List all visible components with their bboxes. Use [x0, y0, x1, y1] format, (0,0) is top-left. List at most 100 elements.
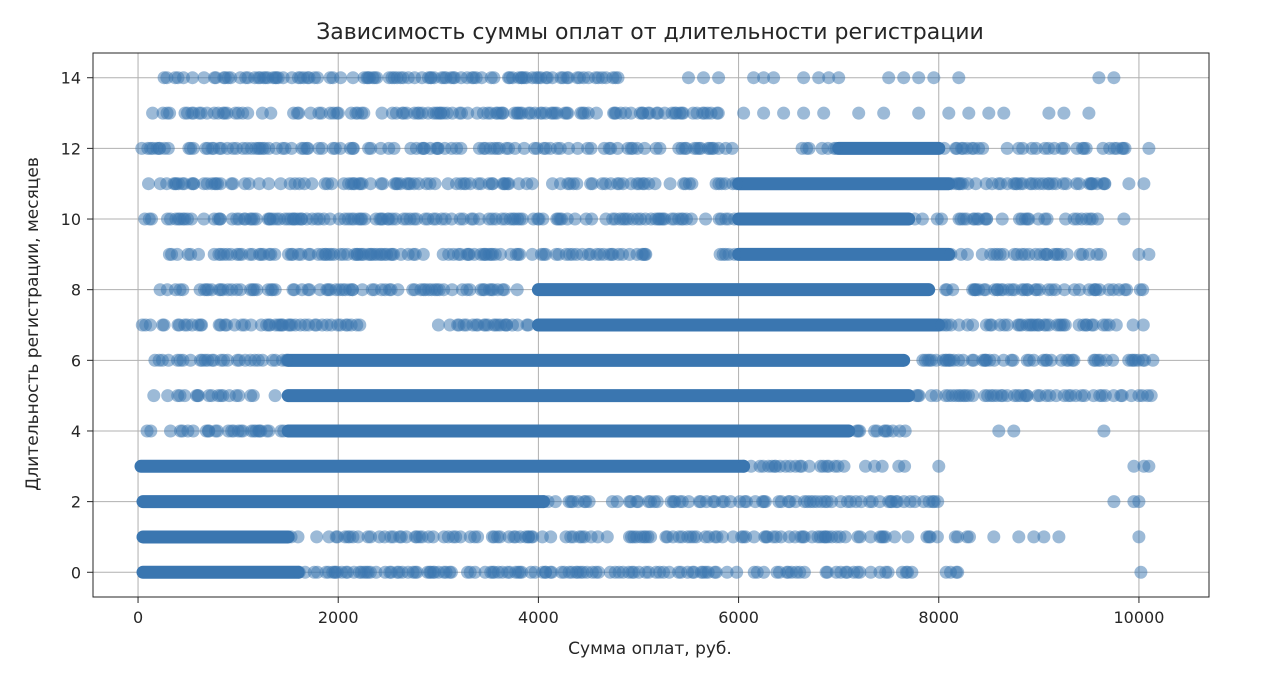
data-point — [1132, 530, 1146, 544]
data-point — [935, 212, 948, 226]
data-point — [758, 495, 772, 509]
data-point — [716, 530, 729, 544]
data-point — [682, 495, 696, 509]
data-point — [1078, 389, 1091, 403]
data-point — [346, 71, 360, 85]
data-point — [684, 212, 698, 226]
data-point — [387, 141, 401, 155]
data-point — [510, 283, 524, 297]
data-point — [157, 318, 171, 332]
data-point — [355, 283, 369, 297]
x-tick-label: 0 — [133, 608, 143, 627]
data-point — [951, 565, 965, 579]
data-point — [197, 212, 211, 226]
data-point — [178, 389, 192, 403]
data-point — [515, 565, 529, 579]
data-point — [930, 530, 944, 544]
data-point — [728, 247, 742, 261]
data-point — [1072, 283, 1086, 297]
data-point — [364, 141, 378, 155]
data-point — [511, 318, 525, 332]
data-point — [1120, 283, 1134, 297]
data-point — [353, 318, 367, 332]
data-point — [820, 565, 834, 579]
data-point — [1057, 106, 1071, 120]
data-point — [226, 177, 240, 191]
data-point — [494, 247, 507, 261]
data-point — [927, 71, 941, 85]
data-point — [345, 283, 359, 297]
data-point — [468, 565, 482, 579]
data-point — [822, 71, 836, 85]
y-tick-label: 6 — [71, 351, 81, 370]
data-point — [1093, 283, 1107, 297]
x-tick-label: 8000 — [918, 608, 959, 627]
data-point — [311, 71, 324, 85]
data-point — [956, 353, 970, 367]
data-point — [864, 530, 878, 544]
data-point — [1022, 212, 1036, 226]
data-point — [285, 141, 298, 155]
data-point — [1027, 353, 1041, 367]
data-point — [873, 495, 887, 509]
data-point — [301, 141, 315, 155]
data-point — [589, 106, 603, 120]
data-point — [197, 71, 211, 85]
data-point — [1142, 141, 1156, 155]
data-point — [944, 247, 958, 261]
data-point — [375, 106, 389, 120]
y-axis-label: Длительность регистрации, месяцев — [23, 157, 43, 491]
data-point — [611, 141, 624, 155]
data-point — [570, 177, 584, 191]
data-point — [1091, 212, 1104, 226]
data-point — [853, 530, 867, 544]
data-point — [585, 212, 599, 226]
data-point — [162, 353, 175, 367]
data-point — [334, 71, 348, 85]
data-point — [967, 353, 981, 367]
data-point — [325, 177, 339, 191]
data-point — [357, 106, 371, 120]
data-point — [163, 106, 177, 120]
data-point — [302, 283, 316, 297]
data-point — [545, 565, 559, 579]
data-point — [187, 177, 201, 191]
data-point — [650, 495, 664, 509]
data-point — [192, 247, 205, 261]
data-point — [562, 141, 576, 155]
data-point — [1122, 177, 1136, 191]
plot-frame — [92, 52, 1210, 598]
data-point — [561, 71, 575, 85]
data-point — [536, 212, 550, 226]
data-point — [747, 530, 761, 544]
data-point — [586, 177, 599, 191]
data-point — [1059, 177, 1073, 191]
data-point — [979, 283, 993, 297]
data-point — [682, 71, 695, 85]
data-point — [877, 106, 891, 120]
data-point — [184, 212, 198, 226]
data-point — [1001, 318, 1014, 332]
data-point — [475, 71, 489, 85]
data-point — [1058, 318, 1072, 332]
data-point — [508, 141, 522, 155]
data-point — [145, 212, 158, 226]
data-point — [631, 495, 645, 509]
data-point — [515, 212, 529, 226]
data-point — [264, 106, 278, 120]
data-point — [242, 177, 256, 191]
data-point — [1107, 495, 1121, 509]
data-point — [812, 71, 826, 85]
data-point — [638, 141, 652, 155]
data-point — [997, 106, 1011, 120]
data-point — [915, 212, 929, 226]
y-tick-label: 4 — [71, 422, 81, 441]
data-point — [568, 212, 582, 226]
data-point — [1098, 177, 1112, 191]
data-point — [663, 177, 677, 191]
data-point — [757, 565, 771, 579]
data-point — [1107, 71, 1121, 85]
data-point — [1136, 283, 1150, 297]
data-point — [521, 318, 535, 332]
data-point — [767, 71, 781, 85]
